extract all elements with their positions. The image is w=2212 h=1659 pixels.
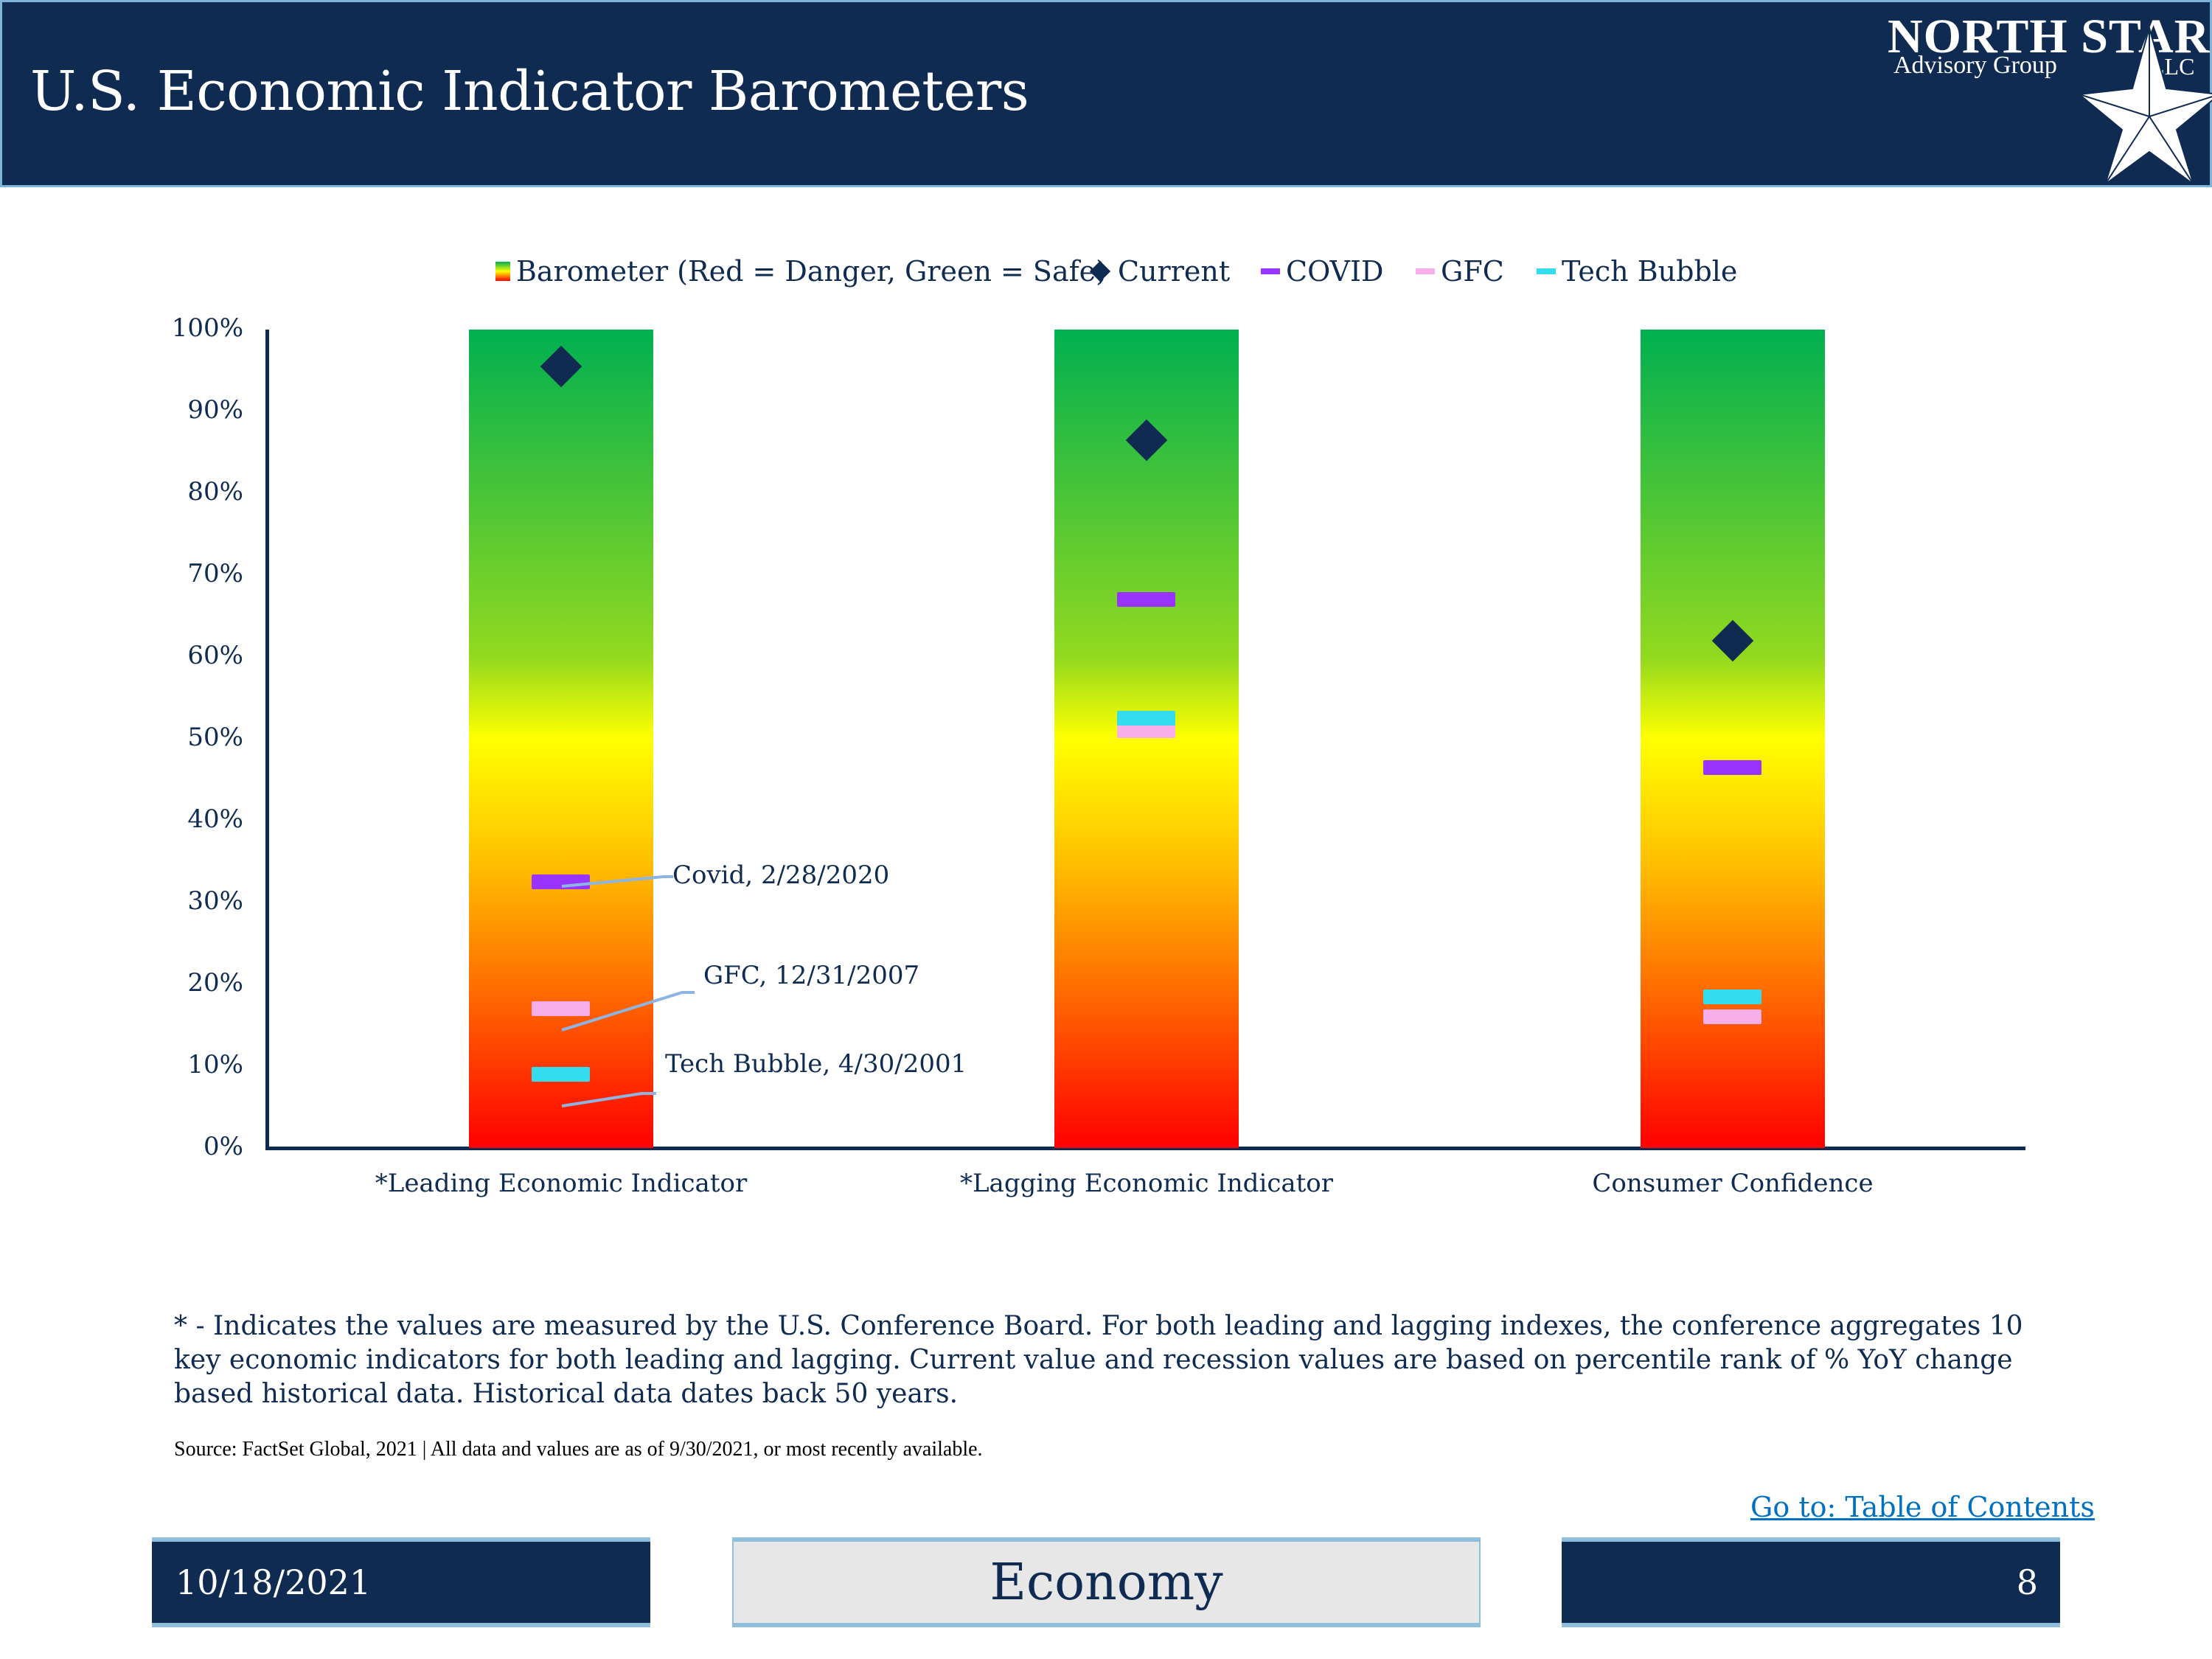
covid-marker: [1703, 759, 1761, 775]
y-tick-label: 50%: [187, 723, 243, 752]
legend-item-gfc: GFC: [1416, 249, 1504, 293]
y-tick-label: 60%: [187, 641, 243, 670]
legend-label: Barometer (Red = Danger, Green = Safe): [516, 255, 1107, 288]
y-tick-label: 10%: [187, 1050, 243, 1079]
barometer-chart: 100% 90% 80% 70% 60% 50% 40% 30% 20% 10% 0% Covid,…: [171, 313, 2025, 1198]
annotation-tech-bubble: Tech Bubble, 4/30/2001: [665, 1049, 967, 1079]
footer-page-number: 8: [1562, 1537, 2060, 1627]
y-tick-label: 40%: [187, 804, 243, 834]
header-banner: U.S. Economic Indicator Barometers: [0, 0, 2212, 187]
annotation-covid: Covid, 2/28/2020: [672, 860, 890, 890]
y-tick-label: 30%: [187, 886, 243, 916]
legend-item-barometer: Barometer (Red = Danger, Green = Safe): [495, 249, 1107, 293]
y-tick-label: 70%: [187, 559, 243, 588]
legend-item-tech-bubble: Tech Bubble: [1537, 249, 1737, 293]
covid-marker: [1117, 592, 1175, 608]
legend-label: Tech Bubble: [1562, 255, 1738, 288]
source-note: Source: FactSet Global, 2021 | All data …: [174, 1438, 983, 1461]
legend-item-covid: COVID: [1261, 249, 1383, 293]
footer-section: Economy: [732, 1537, 1481, 1627]
line-icon: [1261, 268, 1280, 274]
tech-bubble-marker: [532, 1067, 590, 1082]
y-tick-label: 90%: [187, 395, 243, 425]
page-number: 8: [2016, 1562, 2038, 1602]
legend-label: GFC: [1441, 255, 1504, 288]
logo-subtitle: Advisory Group: [1893, 52, 2057, 79]
line-icon: [1416, 268, 1435, 274]
barometer-bar: [1054, 330, 1239, 1148]
gfc-marker: [1117, 723, 1175, 738]
section-name: Economy: [990, 1553, 1223, 1612]
footnote: * - Indicates the values are measured by…: [174, 1311, 2023, 1409]
date-text: 10/18/2021: [175, 1562, 372, 1602]
y-tick-label: 0%: [204, 1132, 243, 1161]
x-category-label: *Lagging Economic Indicator: [959, 1169, 1334, 1198]
footer-date: 10/18/2021: [152, 1537, 650, 1627]
annotation-leader-lines: [561, 875, 695, 1107]
x-category-label: Consumer Confidence: [1592, 1169, 1874, 1198]
gradient-bar-icon: [495, 262, 510, 281]
y-axis-line: [265, 330, 269, 1150]
table-of-contents-link[interactable]: Go to: Table of Contents: [1750, 1491, 2095, 1523]
north-star-logo: NORTH STAR Advisory Group LLC: [1888, 6, 2212, 183]
tech-bubble-marker: [1117, 711, 1175, 726]
page-title: U.S. Economic Indicator Barometers: [30, 60, 1029, 123]
tech-bubble-marker: [1703, 989, 1761, 1004]
gfc-marker: [1703, 1009, 1761, 1025]
star-icon: [2079, 25, 2212, 183]
x-category-label: *Leading Economic Indicator: [375, 1169, 748, 1198]
annotation-gfc: GFC, 12/31/2007: [703, 961, 920, 990]
line-icon: [1537, 268, 1556, 274]
x-axis-line: [265, 1147, 2025, 1150]
y-tick-label: 100%: [171, 313, 243, 343]
y-tick-label: 80%: [187, 477, 243, 507]
y-tick-label: 20%: [187, 968, 243, 998]
chart-legend: Barometer (Red = Danger, Green = Safe) C…: [0, 249, 2212, 293]
legend-item-current: Current: [1089, 249, 1231, 293]
gfc-marker: [532, 1001, 590, 1017]
legend-label: COVID: [1286, 255, 1384, 288]
legend-label: Current: [1118, 255, 1231, 288]
